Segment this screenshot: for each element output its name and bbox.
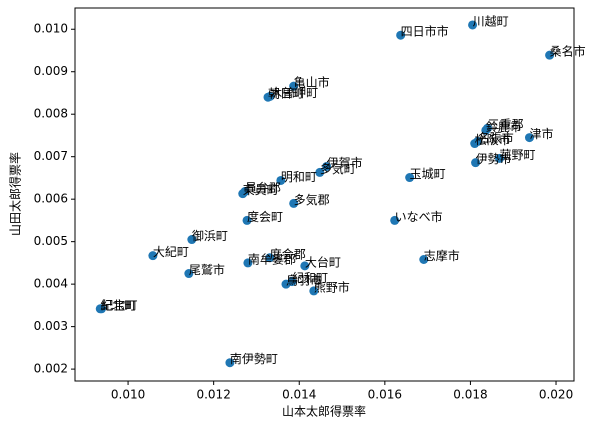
point xyxy=(495,153,505,163)
point xyxy=(300,261,310,271)
point xyxy=(187,235,197,245)
point-label: 三重郡 xyxy=(488,118,524,132)
point xyxy=(405,173,415,183)
point-label: 亀山市 xyxy=(294,75,330,90)
point-label: 紀北町 xyxy=(100,298,136,312)
y-tick-label: 0.006 xyxy=(34,192,68,206)
point-label: 四日市市 xyxy=(401,24,449,39)
point-label: 御浜町 xyxy=(192,228,228,243)
point-label: 度会郡 xyxy=(270,246,306,261)
point xyxy=(242,215,252,225)
y-tick-label: 0.007 xyxy=(34,149,68,163)
point-label: 菰野町 xyxy=(500,148,536,162)
point xyxy=(419,254,429,264)
point xyxy=(243,258,253,268)
point-label: 員弁郡 xyxy=(245,180,281,195)
point xyxy=(289,198,299,208)
point xyxy=(289,81,299,91)
point-label: 木曽岬町 xyxy=(270,85,318,100)
point xyxy=(276,175,286,185)
y-axis-label: 山田太郎得票率 xyxy=(8,152,23,236)
x-axis-label: 山本太郎得票率 xyxy=(282,404,366,419)
point xyxy=(265,253,275,263)
point-label: 多気町 xyxy=(320,161,356,176)
x-tick-label: 0.016 xyxy=(368,388,402,402)
point xyxy=(265,91,275,101)
point-label: 鳥羽市 xyxy=(286,273,322,288)
point-label: 名張市 xyxy=(478,130,514,145)
point xyxy=(545,50,555,60)
point-label: 南牟婁郡 xyxy=(248,251,296,266)
point xyxy=(225,358,235,368)
x-tick-label: 0.014 xyxy=(282,388,316,402)
point-label: 志摩市 xyxy=(424,248,460,263)
x-tick-label: 0.012 xyxy=(196,388,230,402)
y-tick-label: 0.005 xyxy=(34,234,68,248)
point-label: 朝日町 xyxy=(268,87,304,101)
point-label: いなべ市 xyxy=(395,209,443,224)
y-tick-label: 0.009 xyxy=(34,64,68,78)
point xyxy=(309,286,319,296)
point xyxy=(473,136,483,146)
point xyxy=(240,187,250,197)
y-tick-label: 0.003 xyxy=(34,319,68,333)
point-label: 鈴鹿市 xyxy=(486,119,522,134)
plot-frame xyxy=(74,7,575,382)
point-label: 尾鷲市 xyxy=(189,262,225,277)
x-tick-label: 0.010 xyxy=(111,388,145,402)
point-label: 大台町 xyxy=(305,254,341,269)
point-label: 南伊勢町 xyxy=(230,351,278,366)
y-tick-label: 0.004 xyxy=(34,277,68,291)
point-label: 桑名市 xyxy=(550,44,586,59)
point-label: 明和町 xyxy=(281,170,317,184)
point xyxy=(148,251,158,261)
x-tick-label: 0.018 xyxy=(453,388,487,402)
y-tick-label: 0.008 xyxy=(34,107,68,121)
point-label: 紀和町 xyxy=(292,271,328,285)
point-label: 津市 xyxy=(529,126,553,141)
point xyxy=(468,20,478,30)
point xyxy=(524,133,534,143)
point xyxy=(97,304,107,314)
point-label: 伊賀市 xyxy=(327,155,363,170)
y-tick-label: 0.002 xyxy=(34,362,68,376)
point xyxy=(481,125,491,135)
y-tick-label: 0.010 xyxy=(34,22,68,36)
x-tick-label: 0.020 xyxy=(539,388,573,402)
point-label: 多気郡 xyxy=(294,192,330,207)
point-label: 熊野市 xyxy=(314,279,350,294)
point-label: 伊勢市 xyxy=(476,151,512,166)
point-label: 紀宝町 xyxy=(102,298,138,312)
point xyxy=(322,161,332,171)
point xyxy=(396,30,406,40)
point-label: 松阪市 xyxy=(475,132,511,147)
point xyxy=(471,158,481,168)
point xyxy=(390,215,400,225)
point xyxy=(287,277,297,287)
point-label: 玉城町 xyxy=(410,167,446,181)
point-label: 東員町 xyxy=(243,183,279,197)
point xyxy=(184,269,194,279)
point xyxy=(315,167,325,177)
point-label: 大紀町 xyxy=(153,245,189,259)
point-label: 川越町 xyxy=(473,14,509,28)
point-label: 度会町 xyxy=(247,209,283,224)
